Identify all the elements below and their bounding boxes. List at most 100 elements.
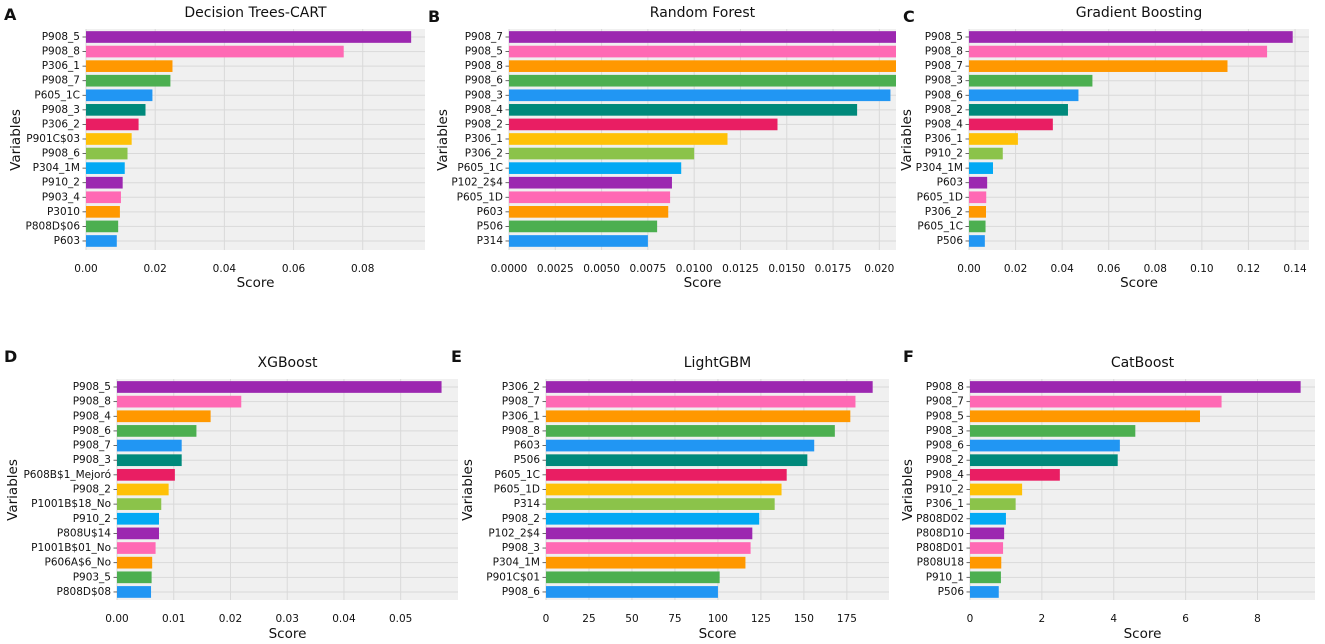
bar	[117, 468, 175, 481]
panel-label: E	[451, 347, 462, 366]
y-tick-label: P901C$01	[486, 571, 540, 583]
panel-label: A	[4, 5, 17, 24]
bar	[546, 381, 873, 393]
y-tick-label: P908_5	[73, 381, 111, 393]
y-tick-label: P306_1	[926, 498, 964, 510]
y-tick-label: P908_6	[925, 89, 964, 101]
bar	[969, 89, 1079, 102]
y-axis-label: Variables	[899, 109, 915, 171]
y-tick-label: P314	[477, 235, 504, 247]
x-tick-label: 0.0100	[676, 263, 713, 275]
y-tick-label: P908_7	[73, 440, 111, 452]
y-tick-label: P102_2$4	[451, 177, 503, 189]
y-tick-label: P603	[514, 440, 540, 452]
y-tick-label: P605_1D	[917, 191, 963, 203]
panel-label: C	[903, 7, 915, 26]
bar	[969, 133, 1018, 145]
y-axis-label: Variables	[435, 109, 451, 171]
x-tick-label: 75	[668, 613, 681, 625]
y-tick-label: P908_6	[926, 440, 965, 452]
y-tick-label: P901C$03	[26, 133, 80, 145]
x-axis-label: Score	[1120, 275, 1158, 291]
y-tick-label: P603	[54, 235, 80, 247]
y-tick-label: P908_7	[465, 31, 503, 43]
bar	[970, 468, 1060, 481]
y-tick-label: P908_2	[926, 454, 964, 466]
bar	[970, 410, 1200, 423]
bar	[117, 454, 182, 467]
y-tick-label: P910_2	[73, 513, 111, 525]
y-tick-label: P908_6	[73, 425, 112, 437]
bar	[546, 498, 775, 510]
bar	[970, 454, 1118, 467]
y-tick-label: P808D$08	[57, 586, 112, 598]
y-tick-label: P102_2$4	[488, 527, 540, 539]
y-tick-label: P910_1	[926, 571, 964, 583]
bar	[86, 176, 123, 189]
bar	[969, 104, 1068, 116]
bar	[509, 60, 896, 72]
y-tick-label: P808D$06	[26, 220, 81, 232]
y-tick-label: P908_8	[926, 381, 964, 393]
panel-label: D	[4, 347, 17, 366]
y-tick-label: P506	[514, 454, 541, 466]
bar	[86, 89, 153, 102]
bar	[969, 206, 986, 218]
y-tick-label: P306_1	[42, 60, 80, 72]
bar	[509, 45, 896, 58]
bar	[86, 191, 121, 204]
y-tick-label: P908_3	[502, 542, 540, 554]
y-tick-label: P808D10	[916, 527, 964, 539]
bar	[970, 498, 1016, 510]
bar	[86, 235, 117, 247]
x-tick-label: 50	[625, 613, 638, 625]
bar	[86, 45, 344, 58]
x-tick-label: 0.14	[1283, 263, 1307, 275]
x-tick-label: 0.0025	[537, 263, 574, 275]
y-tick-label: P908_3	[925, 75, 963, 87]
bar	[117, 512, 159, 525]
bar	[546, 556, 746, 569]
y-tick-label: P908_8	[925, 46, 963, 58]
y-tick-label: P306_1	[465, 133, 503, 145]
bar	[86, 147, 128, 160]
bar	[546, 410, 851, 423]
y-tick-label: P908_3	[73, 454, 111, 466]
x-tick-label: 0	[967, 613, 974, 625]
x-tick-label: 0.02	[1004, 263, 1027, 275]
y-tick-label: P605_1C	[34, 89, 80, 101]
bar	[509, 206, 669, 218]
x-tick-label: 150	[794, 613, 814, 625]
y-tick-label: P908_6	[465, 75, 504, 87]
bar	[117, 556, 153, 569]
x-tick-label: 0.00	[74, 263, 97, 275]
panel-c: P908_5 P908_8 P908_7 P908_3 P908_6 P908_2 P908…	[899, 5, 1309, 291]
y-tick-label: P908_5	[42, 31, 80, 43]
y-tick-label: P908_2	[502, 513, 540, 525]
bar	[969, 191, 987, 204]
x-axis-label: Score	[1124, 626, 1162, 642]
y-tick-label: P908_5	[925, 31, 963, 43]
bar	[969, 235, 985, 247]
y-axis-label: Variables	[8, 109, 24, 171]
y-axis-label: Variables	[5, 459, 21, 521]
y-tick-label: P306_2	[502, 381, 540, 393]
bar	[546, 512, 760, 525]
bar	[117, 542, 156, 554]
y-tick-label: P908_4	[925, 118, 964, 130]
y-axis-label: Variables	[900, 459, 916, 521]
panel-e: P306_2 P908_7 P306_1 P908_8 P603 P506 P605_1C P…	[451, 347, 889, 642]
bar	[969, 74, 1093, 87]
bar	[509, 104, 858, 116]
y-tick-label: P1001B$18_No	[31, 498, 111, 510]
x-tick-label: 0.08	[1144, 263, 1167, 275]
y-tick-label: P908_2	[73, 483, 111, 495]
bar	[970, 425, 1136, 437]
x-tick-label: 0.0050	[583, 263, 620, 275]
x-tick-label: 100	[708, 613, 728, 625]
bar	[546, 527, 753, 540]
x-tick-label: 0.00	[105, 613, 128, 625]
y-tick-label: P605_1C	[457, 162, 503, 174]
y-tick-label: P304_1M	[916, 162, 963, 174]
